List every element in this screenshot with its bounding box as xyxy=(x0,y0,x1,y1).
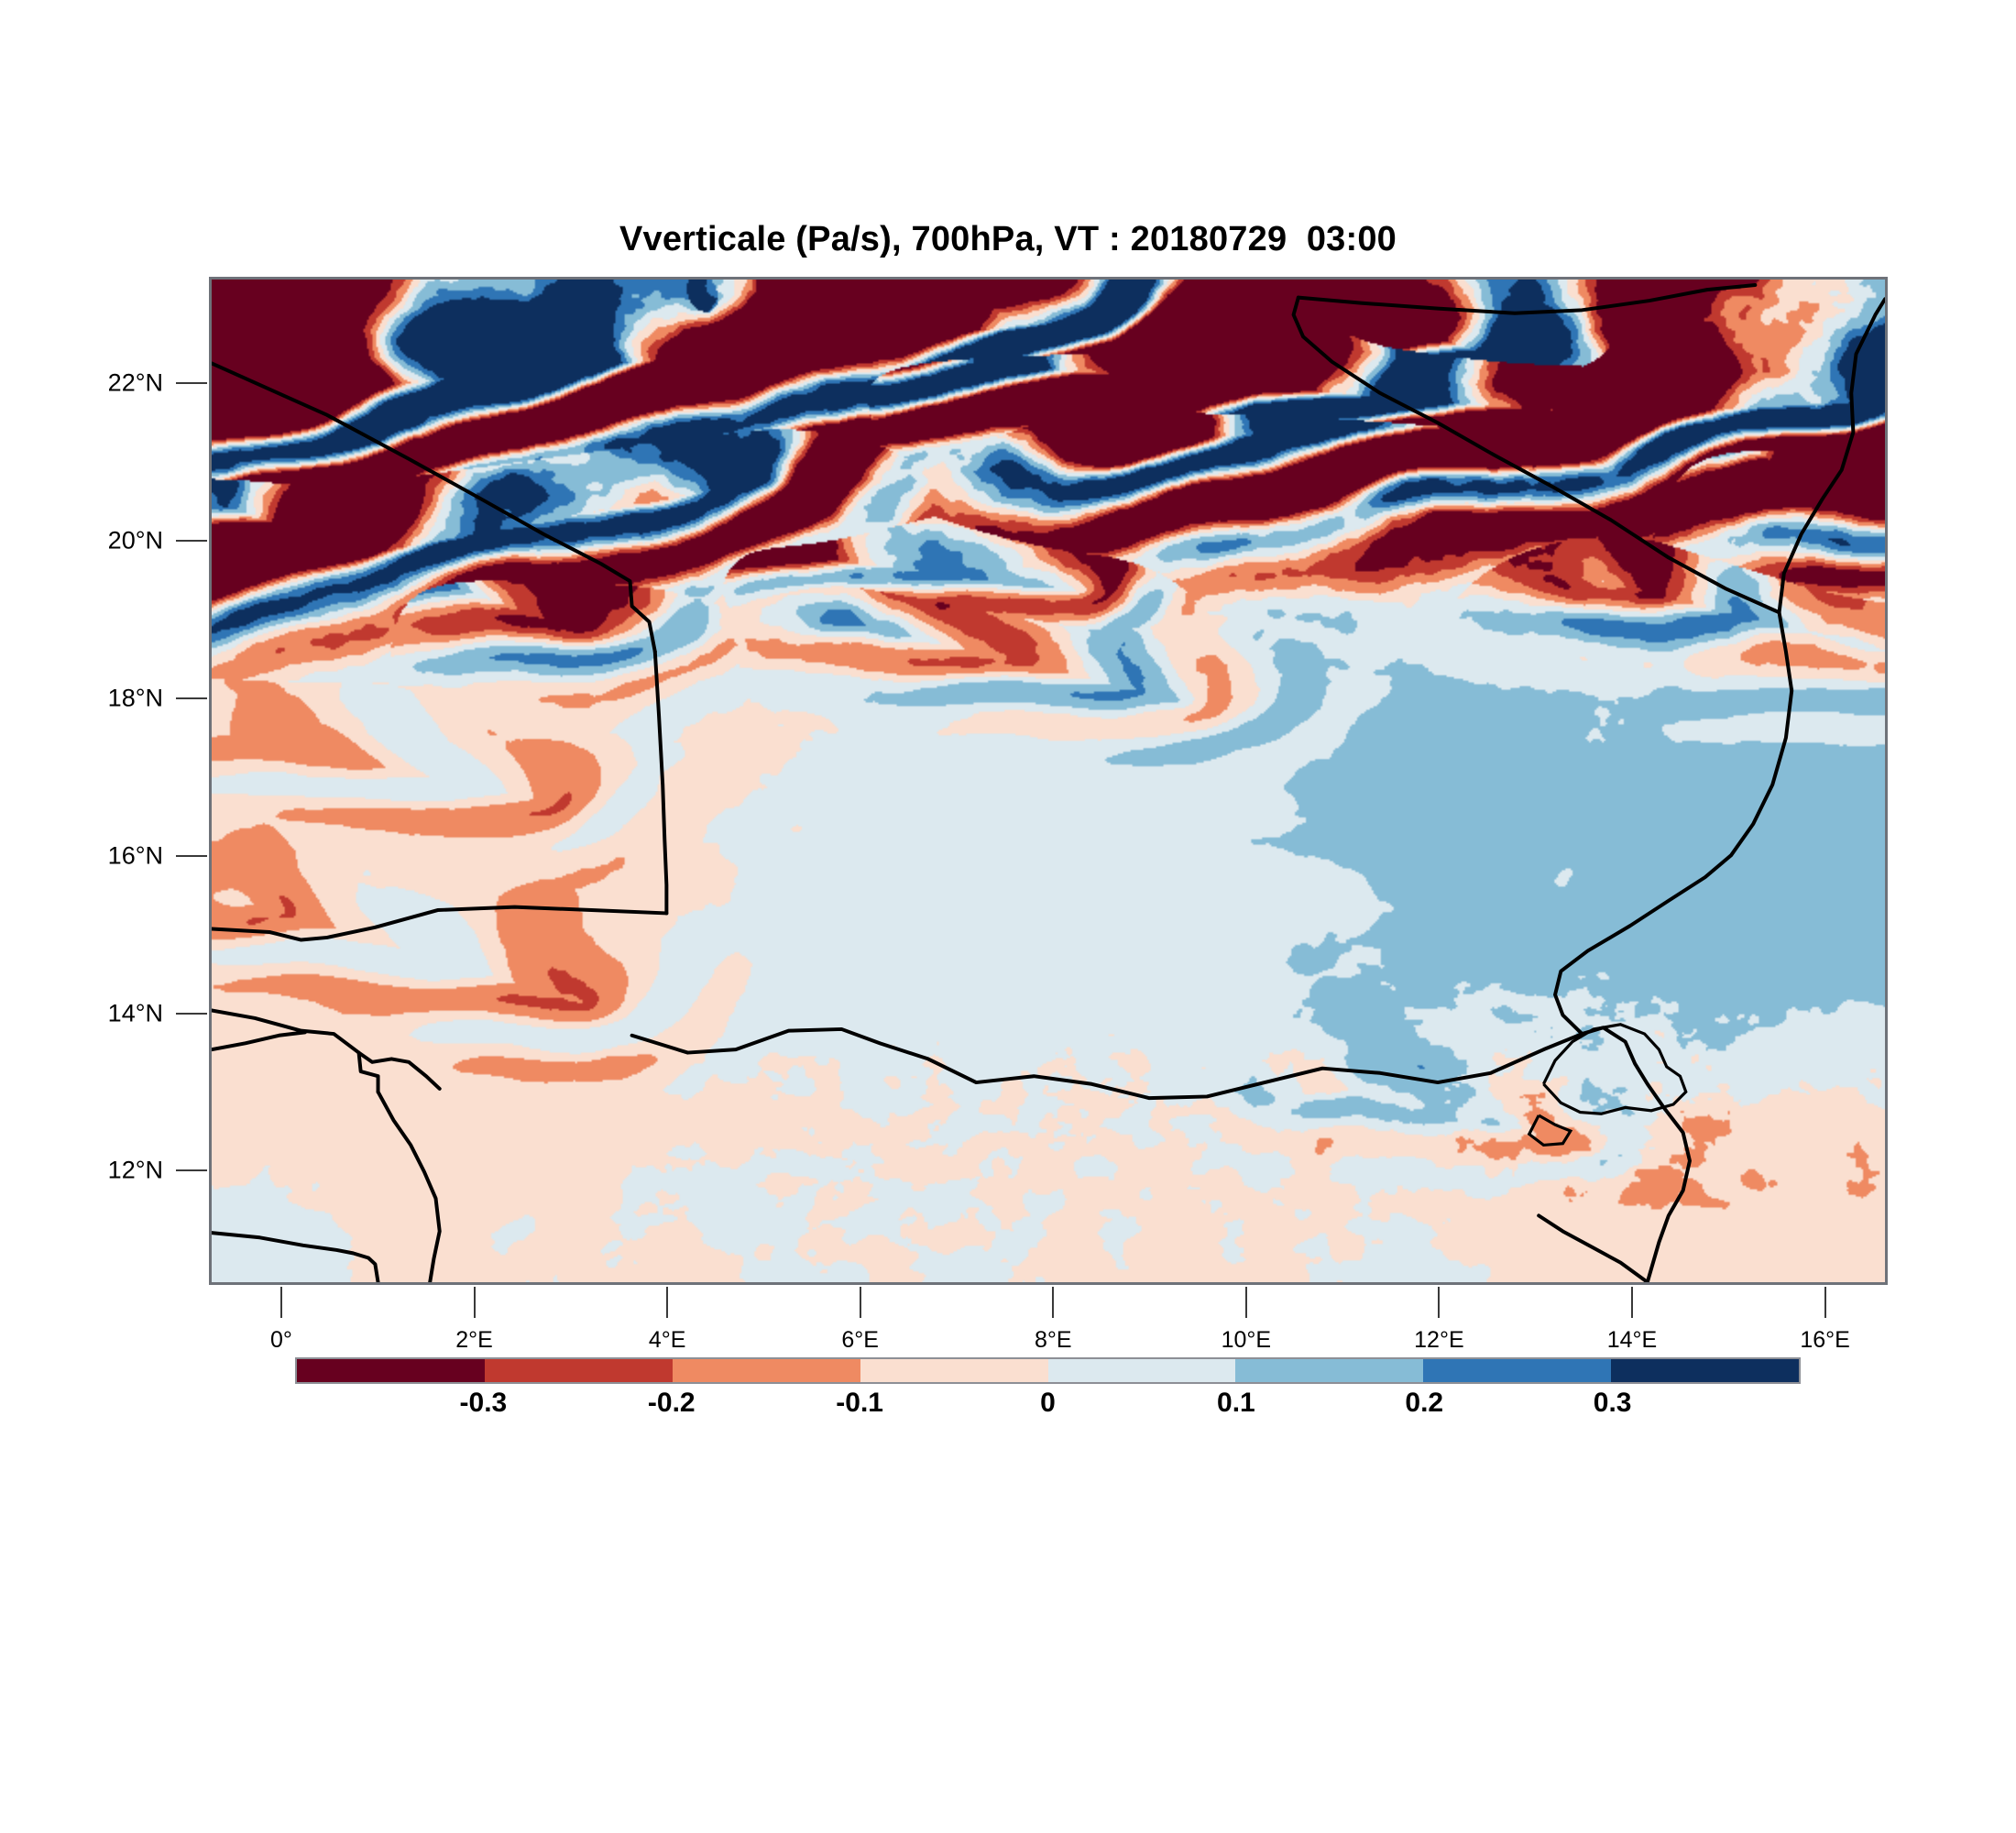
x-tick-mark xyxy=(1824,1287,1826,1318)
x-tick-mark xyxy=(859,1287,861,1318)
map-overlay-vectors xyxy=(212,282,1885,1282)
y-tick-mark xyxy=(176,697,207,699)
colorbar-band-2 xyxy=(672,1359,860,1382)
y-tick-label-2: 16°N xyxy=(107,841,163,870)
colorbar-band-4 xyxy=(1047,1359,1236,1382)
y-tick-mark xyxy=(176,1012,207,1015)
x-tick-label-6: 12°E xyxy=(1414,1327,1464,1353)
border-line-4 xyxy=(356,1050,380,1094)
border-line-12 xyxy=(1537,1213,1649,1282)
y-tick-mark xyxy=(176,539,207,542)
x-tick-label-2: 4°E xyxy=(648,1327,686,1353)
x-tick-label-4: 8°E xyxy=(1034,1327,1072,1353)
x-tick-label-1: 2°E xyxy=(455,1327,493,1353)
lake-chad-outline xyxy=(1527,1023,1688,1147)
x-tick-mark xyxy=(473,1287,476,1318)
colorbar-tick-1: -0.2 xyxy=(647,1388,696,1418)
colorbar-tick-2: -0.1 xyxy=(836,1388,883,1418)
border-line-5 xyxy=(376,1090,442,1282)
y-tick-label-1: 14°N xyxy=(107,999,163,1027)
border-line-9 xyxy=(1553,297,1885,1037)
border-line-6 xyxy=(212,1231,380,1282)
y-tick-label-3: 18°N xyxy=(107,684,163,712)
lake-outline-1 xyxy=(1527,1114,1573,1147)
border-line-0 xyxy=(212,361,657,653)
colorbar-tick-0: -0.3 xyxy=(459,1388,508,1418)
x-tick-mark xyxy=(1244,1287,1247,1318)
colorbar-band-3 xyxy=(860,1359,1048,1382)
y-tick-mark xyxy=(176,1169,207,1172)
colorbar-band-7 xyxy=(1611,1359,1799,1382)
x-tick-mark xyxy=(1052,1287,1055,1318)
y-tick-label-4: 20°N xyxy=(107,526,163,554)
x-tick-label-3: 6°E xyxy=(841,1327,879,1353)
x-tick-mark xyxy=(1438,1287,1441,1318)
y-tick-label-5: 22°N xyxy=(107,368,163,397)
colorbar-tick-4: 0.1 xyxy=(1217,1388,1255,1418)
colorbar-band-5 xyxy=(1235,1359,1424,1382)
border-line-1 xyxy=(652,649,669,916)
x-tick-label-8: 16°E xyxy=(1800,1327,1850,1353)
border-line-2 xyxy=(212,905,669,942)
border-line-8 xyxy=(1580,1026,1692,1282)
border-line-3 xyxy=(212,1008,442,1091)
border-line-13 xyxy=(212,1030,307,1052)
colorbar-band-6 xyxy=(1423,1359,1612,1382)
x-tick-mark xyxy=(1630,1287,1633,1318)
border-line-11 xyxy=(1296,282,1758,315)
colorbar-tick-5: 0.2 xyxy=(1405,1388,1444,1418)
x-tick-mark xyxy=(279,1287,282,1318)
border-line-7 xyxy=(630,1026,1584,1101)
country-borders xyxy=(212,282,1885,1282)
x-tick-label-0: 0° xyxy=(270,1327,292,1353)
x-tick-label-7: 14°E xyxy=(1606,1327,1658,1353)
colorbar[interactable] xyxy=(295,1357,1801,1384)
map-plot-area[interactable] xyxy=(209,277,1888,1285)
colorbar-band-0 xyxy=(297,1359,485,1382)
omega-field-heatmap xyxy=(212,280,1885,1282)
page-title: Vverticale (Pa/s), 700hPa, VT : 20180729… xyxy=(619,220,1397,258)
border-line-10 xyxy=(1291,295,1781,615)
colorbar-band-1 xyxy=(484,1359,673,1382)
colorbar-tick-3: 0 xyxy=(1040,1388,1056,1418)
colorbar-tick-6: 0.3 xyxy=(1593,1388,1632,1418)
x-tick-mark xyxy=(666,1287,669,1318)
y-tick-mark xyxy=(176,854,207,857)
y-tick-label-0: 12°N xyxy=(107,1156,163,1184)
y-tick-mark xyxy=(176,382,207,385)
lake-outline-0 xyxy=(1542,1023,1688,1115)
x-tick-label-5: 10°E xyxy=(1221,1327,1272,1353)
